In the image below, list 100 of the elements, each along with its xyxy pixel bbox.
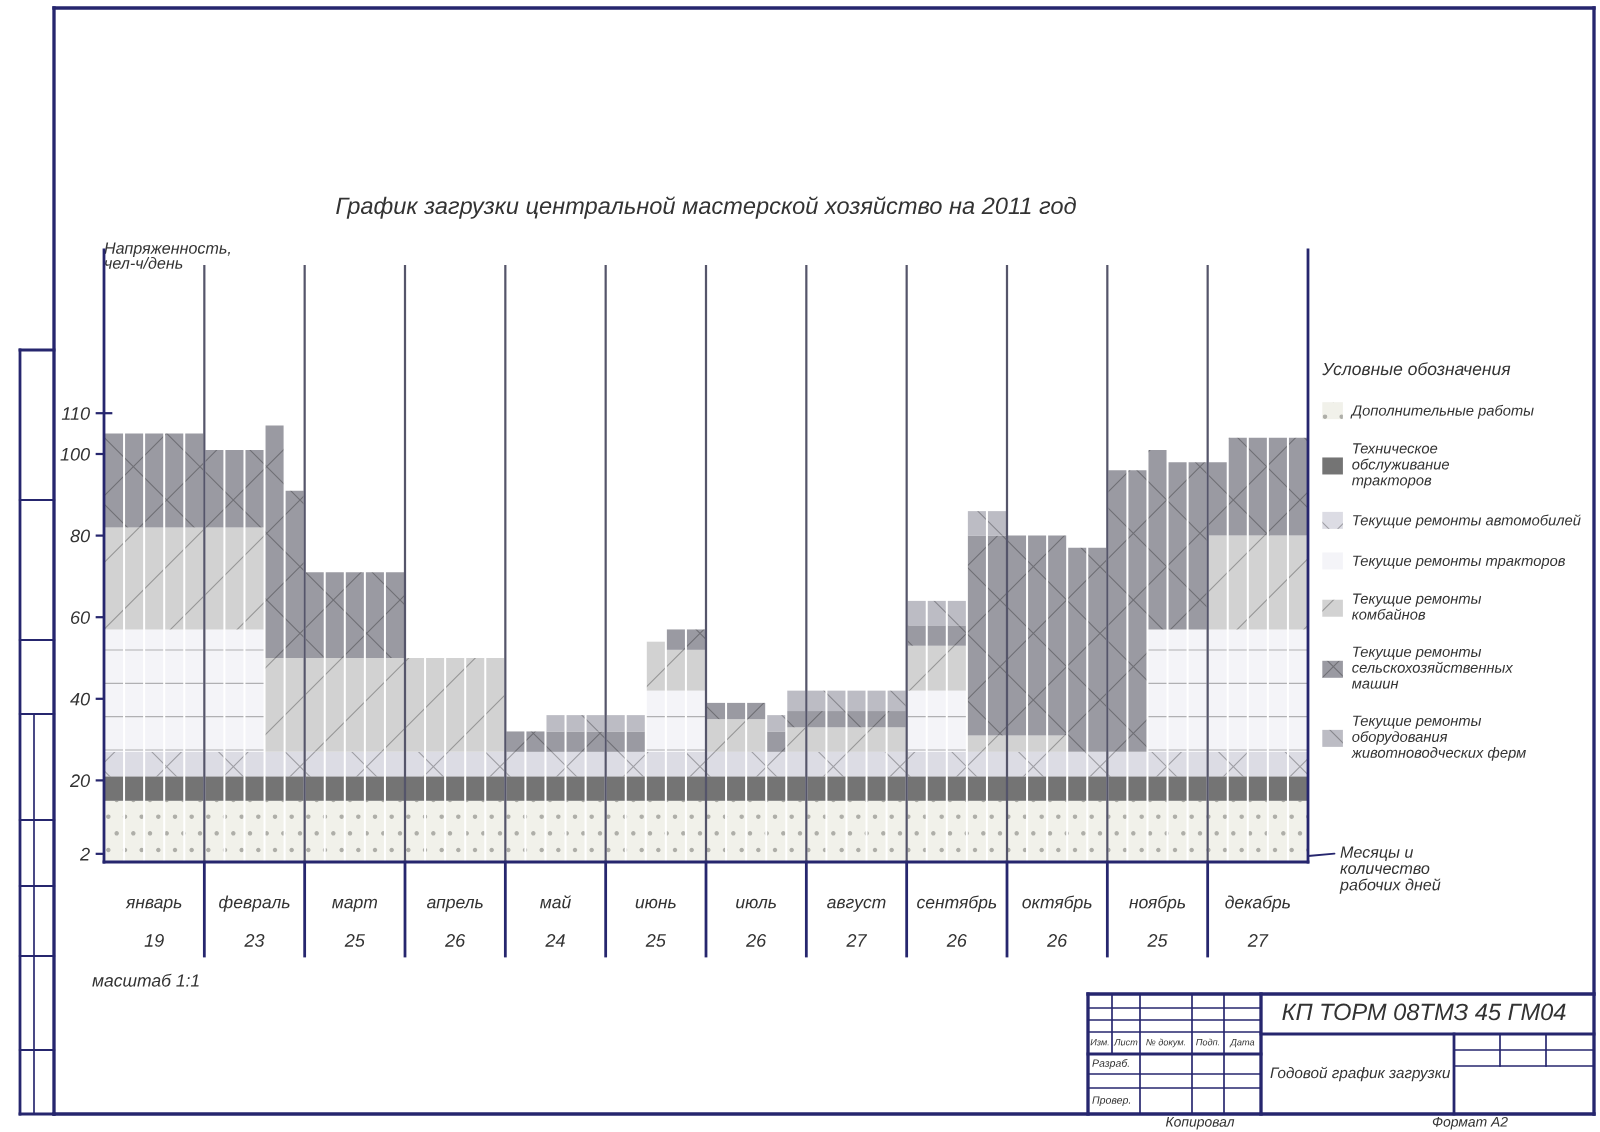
bar bbox=[165, 527, 184, 630]
bar bbox=[245, 751, 264, 777]
bar bbox=[646, 641, 665, 691]
bar bbox=[325, 800, 344, 862]
bar bbox=[265, 425, 284, 658]
bar bbox=[526, 731, 545, 752]
bar bbox=[105, 433, 124, 528]
bar bbox=[325, 572, 344, 658]
bar bbox=[1248, 535, 1267, 630]
bar bbox=[1248, 751, 1267, 777]
bar bbox=[807, 751, 826, 777]
text: 26 bbox=[445, 934, 466, 947]
bar bbox=[1188, 462, 1207, 630]
x-tick-label: декабрь bbox=[1225, 895, 1290, 912]
bar bbox=[546, 751, 565, 777]
bar bbox=[165, 800, 184, 862]
bar bbox=[927, 600, 946, 626]
bar bbox=[145, 527, 164, 630]
bar bbox=[365, 800, 384, 862]
bar bbox=[787, 727, 806, 752]
bar bbox=[686, 649, 705, 691]
bar bbox=[646, 751, 665, 777]
bar bbox=[686, 800, 705, 862]
bar bbox=[205, 751, 224, 777]
bar bbox=[1208, 800, 1227, 862]
bar bbox=[947, 645, 966, 691]
bar bbox=[185, 527, 204, 630]
bar bbox=[867, 690, 886, 712]
bar bbox=[727, 702, 746, 720]
y-tick-label: 80 bbox=[70, 529, 90, 543]
bar bbox=[1208, 535, 1227, 630]
bar bbox=[1288, 751, 1307, 777]
x-tick-label: сентябрь bbox=[917, 895, 997, 912]
y-tick-label: 40 bbox=[70, 692, 90, 706]
text: 27 bbox=[846, 934, 868, 947]
bar bbox=[1048, 800, 1067, 862]
bar bbox=[827, 751, 846, 777]
bar bbox=[686, 751, 705, 777]
bar bbox=[566, 800, 585, 862]
bar bbox=[867, 800, 886, 862]
bar bbox=[145, 751, 164, 777]
bar bbox=[446, 800, 465, 862]
bar bbox=[887, 751, 906, 777]
bar bbox=[1148, 629, 1167, 752]
bar bbox=[1108, 751, 1127, 777]
bar bbox=[185, 629, 204, 752]
bar bbox=[185, 751, 204, 777]
bar bbox=[365, 751, 384, 777]
bar bbox=[1208, 462, 1227, 536]
bar bbox=[566, 751, 585, 777]
bar bbox=[1148, 449, 1167, 630]
text: 25 bbox=[645, 934, 666, 947]
bar bbox=[1148, 751, 1167, 777]
bar bbox=[606, 715, 625, 732]
bar bbox=[1268, 535, 1287, 630]
bar bbox=[947, 751, 966, 777]
bar bbox=[686, 690, 705, 752]
bar bbox=[225, 751, 244, 777]
bar bbox=[245, 800, 264, 862]
bar bbox=[105, 629, 124, 752]
bar bbox=[305, 658, 324, 752]
bar bbox=[967, 751, 986, 777]
bar bbox=[947, 600, 966, 626]
bar bbox=[225, 800, 244, 862]
bar bbox=[767, 800, 786, 862]
bar bbox=[285, 490, 304, 658]
bar bbox=[1128, 751, 1147, 777]
bar bbox=[345, 572, 364, 658]
y-tick-label: 20 bbox=[69, 774, 90, 788]
bar bbox=[205, 449, 224, 528]
bar bbox=[1008, 800, 1027, 862]
bar bbox=[626, 715, 645, 732]
bar bbox=[546, 715, 565, 732]
x-tick-label: июль bbox=[736, 898, 776, 909]
bar bbox=[767, 715, 786, 732]
bar bbox=[105, 527, 124, 630]
y-tick-label: 110 bbox=[61, 407, 90, 420]
bar bbox=[426, 751, 445, 777]
bar bbox=[1108, 800, 1127, 862]
bar bbox=[666, 751, 685, 777]
bar bbox=[686, 629, 705, 650]
bar bbox=[1068, 800, 1087, 862]
bar bbox=[787, 690, 806, 712]
bar bbox=[506, 731, 525, 752]
bar bbox=[205, 629, 224, 752]
bar bbox=[385, 800, 404, 862]
bar bbox=[606, 731, 625, 752]
bar bbox=[827, 727, 846, 752]
bar bbox=[747, 719, 766, 752]
text: 26 bbox=[946, 934, 967, 947]
bar bbox=[305, 572, 324, 658]
bar bbox=[165, 433, 184, 528]
bar bbox=[967, 735, 986, 752]
bar bbox=[345, 800, 364, 862]
bar bbox=[1248, 437, 1267, 536]
bar bbox=[205, 527, 224, 630]
bar bbox=[707, 719, 726, 752]
bar bbox=[1268, 629, 1287, 752]
bar bbox=[225, 629, 244, 752]
x-tick-label: ноябрь bbox=[1129, 895, 1186, 912]
